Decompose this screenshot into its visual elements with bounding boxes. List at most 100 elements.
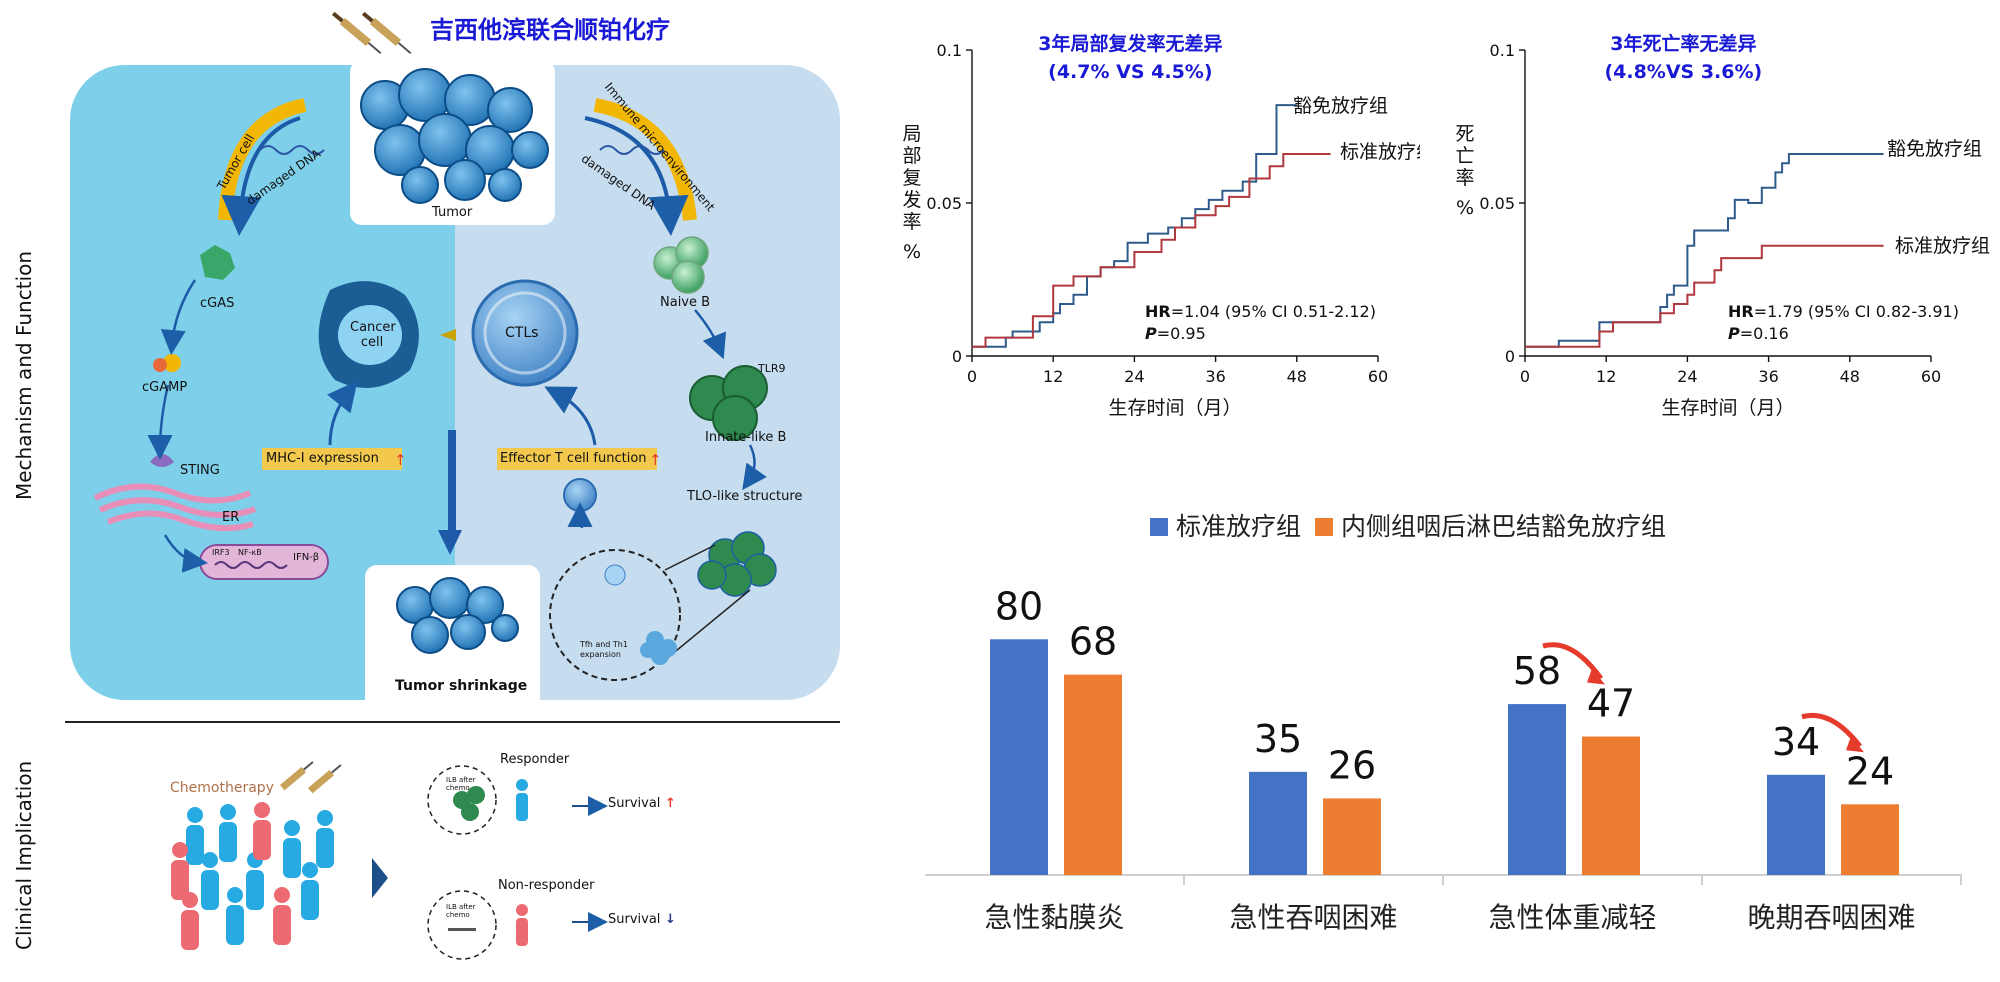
x-tick-label: 12 <box>1043 367 1063 386</box>
x-tick-label: 60 <box>1368 367 1388 386</box>
survival-up-text: Survival <box>608 796 661 811</box>
km-hr-annotation: HR=1.04 (95% CI 0.51-2.12) <box>1145 302 1376 321</box>
x-tick-label: 0 <box>967 367 977 386</box>
category-label: 急性黏膜炎 <box>984 901 1124 934</box>
side-label-mechanism: Mechanism and Function <box>12 250 36 500</box>
triangle-arrow-icon <box>372 858 388 898</box>
bar-value-label: 47 <box>1587 682 1635 726</box>
survival-down-text: Survival <box>608 912 661 927</box>
bar-value-label: 24 <box>1846 749 1894 793</box>
y-axis-label: 死亡率% <box>1455 123 1474 219</box>
er-icon <box>93 483 257 532</box>
x-tick-label: 12 <box>1596 367 1616 386</box>
km-series-standard <box>972 153 1331 348</box>
km-series-label: 豁免放疗组 <box>1293 95 1388 117</box>
tlr9-label: TLR9 <box>758 362 786 375</box>
legend-label: 标准放疗组 <box>1176 512 1301 541</box>
km-series-standard <box>1525 244 1884 348</box>
shrinkage-label: Tumor shrinkage <box>395 678 528 694</box>
mechanism-figure: ↑ ↑ <box>0 0 850 978</box>
tfh-label: Tfh and Th1 expansion <box>580 640 628 659</box>
survival-down-label: Survival ↓ <box>608 912 676 927</box>
bar <box>1841 804 1899 875</box>
naive-b-label: Naive B <box>660 295 711 310</box>
legend-swatch <box>1150 518 1168 536</box>
bar-value-label: 35 <box>1254 717 1302 761</box>
y-tick-label: 0 <box>952 347 962 366</box>
x-tick-label: 24 <box>1677 367 1697 386</box>
km-chart-mortality: 3年死亡率无差异 (4.8%VS 3.6%) 0 12 24 36 48 60 0 0.05 0.1… <box>1425 20 2000 440</box>
responder-label: Responder <box>500 752 570 767</box>
bar-value-label: 34 <box>1772 720 1820 764</box>
survival-up-label: Survival ↑ <box>608 796 676 811</box>
innate-b-label: Innate-like B <box>705 430 787 445</box>
decrease-arrowhead-icon <box>1846 736 1864 753</box>
non-responder-label: Non-responder <box>498 878 595 893</box>
tlo-cluster <box>697 531 777 597</box>
irf3-label: IRF3 <box>212 548 230 557</box>
legend-label: 内侧组咽后淋巴结豁免放疗组 <box>1341 512 1666 541</box>
km-hr-annotation: HR=1.79 (95% CI 0.82-3.91) <box>1728 302 1959 321</box>
cgas-icon <box>200 245 235 280</box>
km-series-label: 标准放疗组 <box>1340 141 1420 163</box>
syringe-icon <box>361 11 412 54</box>
mhc-label: MHC-I expression <box>266 451 379 466</box>
x-tick-label: 48 <box>1840 367 1860 386</box>
km-series-label: 豁免放疗组 <box>1887 138 1982 160</box>
tlo-zoom <box>549 549 681 681</box>
category-label: 急性体重减轻 <box>1488 901 1656 934</box>
ilb-nonresponder-label: ILB after chemo <box>446 903 476 919</box>
effector-label: Effector T cell function <box>500 451 647 466</box>
cgamp-label: cGAMP <box>142 380 188 395</box>
cgamp-icon <box>163 354 181 372</box>
category-label: 晚期吞咽困难 <box>1747 901 1915 934</box>
x-tick-label: 24 <box>1124 367 1144 386</box>
x-axis-label: 生存时间（月） <box>1661 397 1794 419</box>
bar <box>1767 774 1825 875</box>
side-label-clinical: Clinical Implication <box>12 760 36 950</box>
ctl-icon <box>471 279 579 387</box>
chemotherapy-label: Chemotherapy <box>170 780 274 796</box>
bar-value-label: 68 <box>1069 620 1117 664</box>
nonresponder-person-icon <box>516 904 528 946</box>
syringe-icon <box>280 761 314 791</box>
category-label: 急性吞咽困难 <box>1229 901 1397 934</box>
km-chart-recurrence-svg: 3年局部复发率无差异 (4.7% VS 4.5%) 0 12 24 36 48 60 0 0.05… <box>902 32 1435 419</box>
km-subtitle: (4.7% VS 4.5%) <box>1048 61 1212 83</box>
tumor-label: Tumor <box>432 205 473 220</box>
decrease-arrowhead-icon <box>1587 668 1605 685</box>
figure-title: 吉西他滨联合顺铂化疗 <box>430 16 670 44</box>
cancer-cell-label: Cancer cell <box>350 320 396 350</box>
y-axis-label: 局部复发率% <box>902 123 921 263</box>
bar <box>1323 798 1381 875</box>
km-chart-mortality-svg: 3年死亡率无差异 (4.8%VS 3.6%) 0 12 24 36 48 60 0 0.05 0.1… <box>1455 32 1990 419</box>
bar <box>1064 674 1122 875</box>
x-tick-label: 60 <box>1921 367 1941 386</box>
sting-label: STING <box>180 463 220 478</box>
legend-swatch <box>1315 518 1333 536</box>
toxicity-bar-chart-svg: 标准放疗组 内侧组咽后淋巴结豁免放疗组 80 68 急性黏膜炎 35 26 急性吞咽困难 58 4… <box>925 512 1962 934</box>
up-arrow-icon: ↑ <box>394 451 407 469</box>
innate-b-icon <box>689 365 768 441</box>
up-arrow-icon: ↑ <box>649 451 662 469</box>
down-arrow-icon <box>438 530 462 555</box>
km-p-annotation: P=0.16 <box>1728 324 1789 343</box>
y-tick-label: 0.05 <box>1479 194 1515 213</box>
er-label: ER <box>222 510 240 525</box>
bar-value-label: 26 <box>1328 743 1376 787</box>
x-tick-label: 36 <box>1758 367 1778 386</box>
down-arrow-icon: ↓ <box>660 912 676 927</box>
km-series-exempt <box>972 104 1297 348</box>
ctls-label: CTLs <box>505 325 539 341</box>
y-tick-label: 0.05 <box>926 194 962 213</box>
nfkb-label: NF-κB <box>238 548 262 557</box>
y-tick-label: 0.1 <box>937 41 962 60</box>
ilb-responder-label: ILB after chemo <box>446 776 476 792</box>
mechanism-svg: ↑ ↑ <box>65 11 840 960</box>
naive-b-icon <box>653 236 709 294</box>
km-title: 3年局部复发率无差异 <box>1038 32 1222 55</box>
km-chart-recurrence: 3年局部复发率无差异 (4.7% VS 4.5%) 0 12 24 36 48 60 0 0.05… <box>880 20 1435 440</box>
toxicity-bar-chart: 标准放疗组 内侧组咽后淋巴结豁免放疗组 80 68 急性黏膜炎 35 26 急性吞咽困难 58 4… <box>900 500 1990 960</box>
km-series-label: 标准放疗组 <box>1895 235 1990 257</box>
x-tick-label: 0 <box>1520 367 1530 386</box>
